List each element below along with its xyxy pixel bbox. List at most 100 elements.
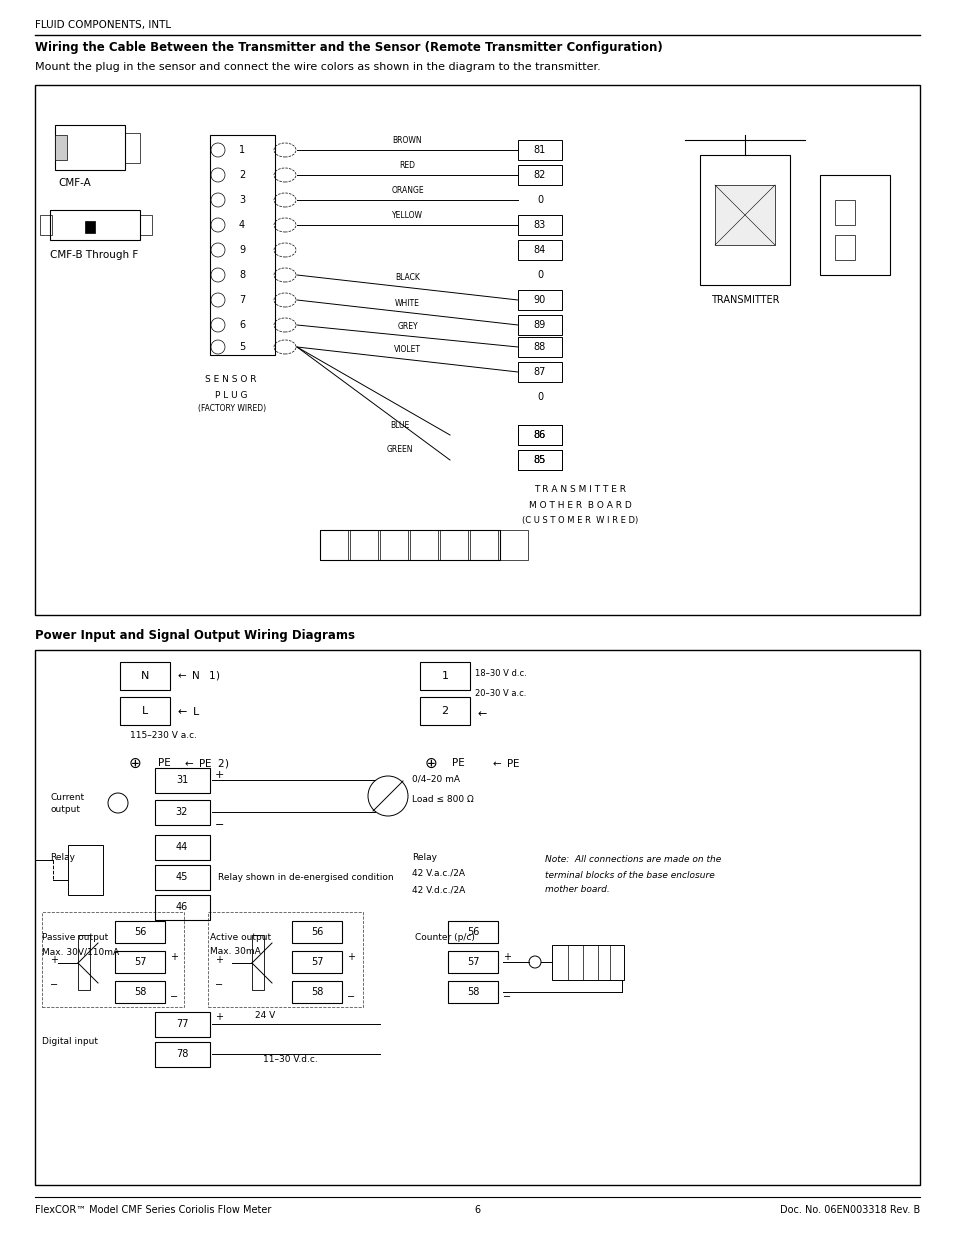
Bar: [517, 362, 561, 382]
Bar: [292, 951, 341, 973]
Text: 90: 90: [534, 295, 545, 305]
Text: 5: 5: [238, 342, 245, 352]
Text: 7: 7: [238, 295, 245, 305]
Text: 18–30 V d.c.: 18–30 V d.c.: [475, 668, 526, 678]
Text: output: output: [50, 805, 80, 815]
Text: −: −: [214, 981, 223, 990]
Text: +: +: [214, 769, 224, 781]
Bar: [55, 125, 125, 170]
Text: N: N: [141, 671, 149, 680]
Text: Wiring the Cable Between the Transmitter and the Sensor (Remote Transmitter Conf: Wiring the Cable Between the Transmitter…: [35, 41, 662, 53]
Bar: [125, 133, 140, 163]
Bar: [120, 697, 170, 725]
Text: 24 V: 24 V: [254, 1010, 275, 1020]
Text: 82: 82: [534, 170, 546, 180]
Text: ORANGE: ORANGE: [391, 186, 423, 195]
Text: Relay: Relay: [50, 852, 75, 862]
Text: 58: 58: [466, 987, 478, 997]
Bar: [448, 951, 497, 973]
Text: +: +: [214, 1011, 223, 1023]
Text: 83: 83: [534, 220, 545, 230]
Text: CMF-B Through F: CMF-B Through F: [50, 249, 138, 261]
Bar: [517, 315, 561, 335]
Text: 81: 81: [534, 144, 545, 156]
Text: 6: 6: [238, 320, 245, 330]
Bar: [252, 935, 264, 990]
Text: −: −: [502, 992, 511, 1002]
Text: 6: 6: [474, 1205, 479, 1215]
Text: Relay shown in de-energised condition: Relay shown in de-energised condition: [218, 872, 394, 882]
Text: GREEN: GREEN: [386, 446, 413, 454]
Text: $\leftarrow$: $\leftarrow$: [475, 708, 487, 718]
Bar: [439, 530, 468, 559]
Text: −: −: [170, 992, 178, 1002]
Text: Digital input: Digital input: [42, 1037, 98, 1046]
Bar: [517, 140, 561, 161]
Bar: [115, 951, 165, 973]
Text: 56: 56: [311, 927, 323, 937]
Bar: [517, 425, 561, 445]
Text: 9: 9: [238, 245, 245, 254]
Bar: [50, 210, 140, 240]
Text: L: L: [142, 706, 148, 716]
Bar: [419, 662, 470, 690]
Text: PE: PE: [452, 758, 464, 768]
Text: Passive output: Passive output: [42, 934, 108, 942]
Bar: [419, 697, 470, 725]
Text: P L U G: P L U G: [214, 390, 247, 399]
Bar: [85, 221, 95, 233]
Text: 44: 44: [175, 842, 188, 852]
Text: FLUID COMPONENTS, INTL: FLUID COMPONENTS, INTL: [35, 20, 171, 30]
Bar: [448, 981, 497, 1003]
Text: (C U S T O M E R  W I R E D): (C U S T O M E R W I R E D): [521, 515, 638, 525]
Text: $\leftarrow$ N   1): $\leftarrow$ N 1): [174, 668, 220, 682]
Text: BLUE: BLUE: [390, 420, 409, 430]
Text: Relay: Relay: [412, 852, 436, 862]
Text: Note:  All connections are made on the: Note: All connections are made on the: [544, 856, 720, 864]
Text: 2: 2: [441, 706, 448, 716]
Text: BLACK: BLACK: [395, 273, 419, 283]
Text: $\leftarrow$ L: $\leftarrow$ L: [174, 705, 200, 718]
Bar: [115, 921, 165, 944]
Text: 3: 3: [238, 195, 245, 205]
Bar: [319, 530, 499, 559]
Text: 84: 84: [534, 245, 545, 254]
Text: 0/4–20 mA: 0/4–20 mA: [412, 774, 459, 783]
Bar: [834, 200, 854, 225]
Bar: [714, 185, 774, 245]
Bar: [292, 981, 341, 1003]
Bar: [140, 215, 152, 235]
Text: Load ≤ 800 Ω: Load ≤ 800 Ω: [412, 794, 474, 804]
Text: 8: 8: [238, 270, 245, 280]
Text: 86: 86: [534, 430, 545, 440]
Bar: [120, 662, 170, 690]
Text: RED: RED: [399, 161, 416, 170]
Text: TRANSMITTER: TRANSMITTER: [710, 295, 779, 305]
Bar: [35, 85, 919, 615]
Bar: [700, 156, 789, 285]
Bar: [517, 425, 561, 445]
Text: +: +: [170, 952, 178, 962]
Text: Mount the plug in the sensor and connect the wire colors as shown in the diagram: Mount the plug in the sensor and connect…: [35, 62, 600, 72]
Text: $\leftarrow$ PE  2): $\leftarrow$ PE 2): [182, 757, 229, 769]
Bar: [208, 911, 363, 1007]
Text: Power Input and Signal Output Wiring Diagrams: Power Input and Signal Output Wiring Dia…: [35, 629, 355, 641]
Bar: [517, 215, 561, 235]
Text: 57: 57: [133, 957, 146, 967]
Bar: [40, 215, 52, 235]
Text: 4: 4: [238, 220, 245, 230]
Text: 2: 2: [238, 170, 245, 180]
Text: $\leftarrow$ PE: $\leftarrow$ PE: [490, 757, 519, 769]
Bar: [55, 135, 67, 161]
Bar: [154, 800, 210, 825]
Text: 86: 86: [534, 430, 545, 440]
Text: Counter (p/c): Counter (p/c): [415, 934, 475, 942]
Bar: [517, 337, 561, 357]
Text: 42 V.d.c./2A: 42 V.d.c./2A: [412, 885, 465, 894]
Text: 1: 1: [238, 144, 245, 156]
Bar: [379, 530, 408, 559]
Text: WHITE: WHITE: [395, 299, 419, 308]
Text: 87: 87: [534, 367, 546, 377]
Text: 56: 56: [133, 927, 146, 937]
Text: VIOLET: VIOLET: [394, 346, 420, 354]
